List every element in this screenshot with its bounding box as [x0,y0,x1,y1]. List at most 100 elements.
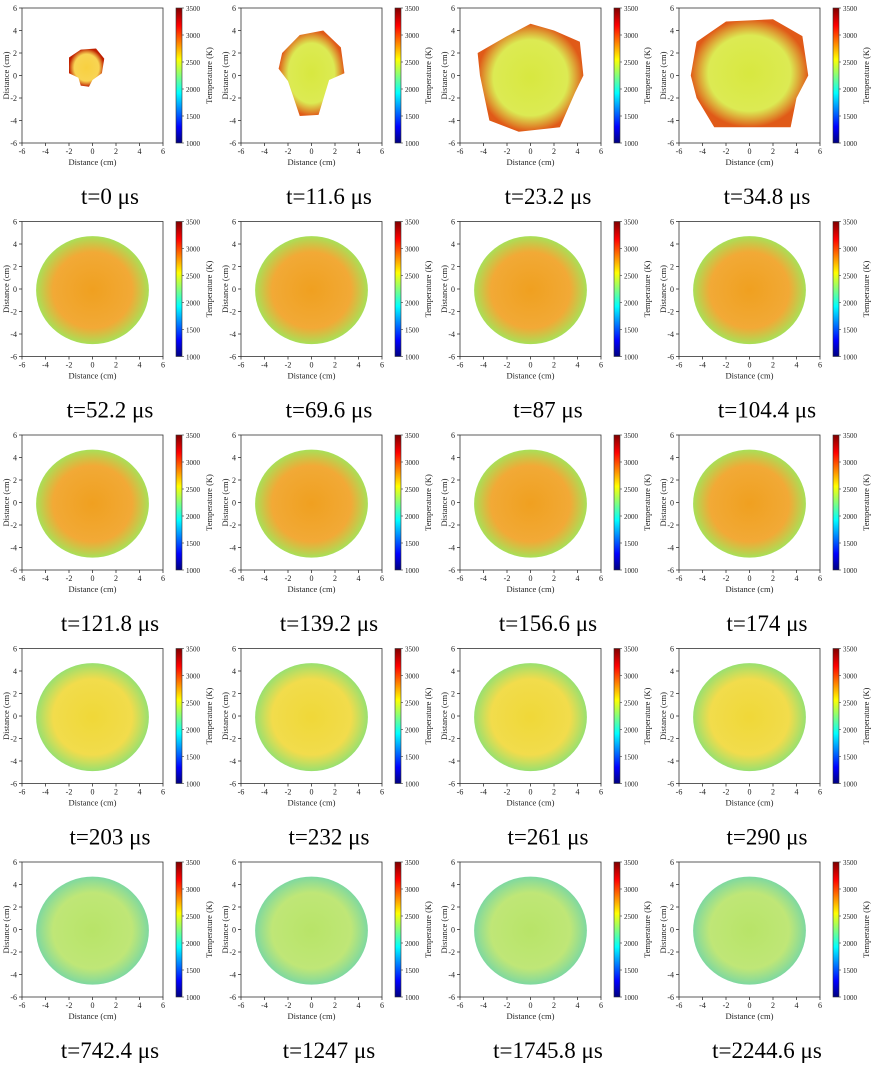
panel: -6 -4 -2 0 2 4 6 -6 -4 -2 0 2 4 6 Distance (cm) Distanc… [658,431,871,636]
x-tick-label: 2 [333,361,337,370]
x-axis-label: Distance (cm) [69,584,117,594]
panel-caption: t=34.8 μs [724,184,811,209]
colorbar-label: Temperature (K) [204,260,214,317]
y-tick-label: -4 [10,330,17,339]
panel-caption: t=0 μs [81,184,139,209]
colorbar-tick-label: 3500 [843,646,858,654]
x-tick-label: 6 [818,361,822,370]
y-axis-label: Distance (cm) [1,478,11,526]
x-tick-label: 0 [310,574,314,583]
colorbar-tick-label: 3000 [405,673,420,681]
colorbar-label: Temperature (K) [423,260,433,317]
colorbar-label: Temperature (K) [642,474,652,531]
x-tick-label: 2 [333,1001,337,1010]
x-tick-label: 2 [771,361,775,370]
x-tick-label: 6 [818,1001,822,1010]
x-tick-label: -6 [676,574,683,583]
y-tick-label: -2 [229,94,236,103]
x-tick-label: 2 [771,574,775,583]
y-axis-label: Distance (cm) [439,51,449,99]
x-tick-label: -4 [261,147,268,156]
y-tick-label: 0 [232,712,236,721]
colorbar-tick-label: 2000 [624,300,639,308]
y-tick-label: 0 [451,285,455,294]
y-tick-label: 0 [13,926,17,935]
x-tick-label: -6 [19,788,26,797]
colorbar-label: Temperature (K) [861,687,871,744]
colorbar-tick-label: 1500 [405,754,420,762]
x-tick-label: 0 [91,788,95,797]
y-tick-label: -6 [229,566,236,575]
colorbar-tick-label: 2000 [624,940,639,948]
colorbar-tick-label: 2500 [843,486,858,494]
x-tick-label: 4 [357,1001,361,1010]
x-axis-label: Distance (cm) [69,1011,117,1021]
y-tick-label: 2 [232,476,236,485]
x-tick-label: -6 [238,361,245,370]
colorbar-tick-label: 2000 [843,300,858,308]
colorbar-tick-label: 1500 [186,754,201,762]
colorbar-label: Temperature (K) [861,474,871,531]
temperature-field [36,876,149,985]
y-tick-label: -6 [10,139,17,148]
temperature-field [474,449,587,558]
y-tick-label: -6 [448,353,455,362]
colorbar-tick-label: 3000 [405,459,420,467]
y-tick-label: 4 [451,881,455,890]
temperature-field [255,663,368,772]
x-axis-label: Distance (cm) [507,584,555,594]
y-tick-label: 2 [232,263,236,272]
colorbar-tick-label: 1000 [186,567,201,575]
y-tick-label: 4 [670,454,674,463]
colorbar-tick-label: 1500 [624,113,639,121]
colorbar [394,648,402,784]
panel-caption: t=139.2 μs [280,611,378,636]
x-tick-label: 2 [114,147,118,156]
x-tick-label: -6 [238,147,245,156]
temperature-field [36,663,149,772]
y-tick-label: -6 [667,780,674,789]
colorbar-tick-label: 2000 [186,86,201,94]
y-tick-label: -4 [667,544,674,553]
y-tick-label: 4 [232,240,236,249]
x-tick-label: 4 [138,788,142,797]
panel-caption: t=174 μs [727,611,808,636]
colorbar-label: Temperature (K) [642,687,652,744]
x-tick-label: 4 [795,361,799,370]
x-tick-label: 6 [818,574,822,583]
colorbar-tick-label: 1000 [624,567,639,575]
colorbar-tick-label: 1500 [843,327,858,335]
y-tick-label: 0 [13,499,17,508]
panel-caption: t=203 μs [70,825,151,850]
y-tick-label: 0 [13,285,17,294]
y-tick-label: 4 [232,454,236,463]
colorbar-label: Temperature (K) [423,687,433,744]
colorbar-tick-label: 1000 [405,354,420,362]
panel: -6 -4 -2 0 2 4 6 -6 -4 -2 0 2 4 6 Distance (cm) Distanc… [220,4,433,209]
y-axis-label: Distance (cm) [1,692,11,740]
x-tick-label: 2 [552,1001,556,1010]
colorbar [832,221,840,357]
x-tick-label: -6 [676,788,683,797]
x-tick-label: 4 [138,361,142,370]
colorbar-tick-label: 1500 [405,327,420,335]
colorbar-tick-label: 1000 [843,994,858,1002]
panel: -6 -4 -2 0 2 4 6 -6 -4 -2 0 2 4 6 Distance (cm) Distanc… [658,858,871,1063]
x-tick-label: -6 [676,147,683,156]
x-tick-label: 4 [357,361,361,370]
x-tick-label: 4 [576,574,580,583]
colorbar-tick-label: 2500 [624,913,639,921]
y-tick-label: 0 [232,285,236,294]
x-tick-label: 0 [310,361,314,370]
y-tick-label: 0 [451,499,455,508]
x-tick-label: -6 [19,147,26,156]
panel-caption: t=104.4 μs [718,398,816,423]
x-tick-label: 0 [310,1001,314,1010]
y-tick-label: 4 [451,667,455,676]
y-tick-label: 6 [13,4,17,13]
x-tick-label: -4 [480,147,487,156]
x-tick-label: -2 [504,361,511,370]
y-tick-label: 0 [670,285,674,294]
panel: -6 -4 -2 0 2 4 6 -6 -4 -2 0 2 4 6 Distance (cm) Distanc… [439,218,652,423]
